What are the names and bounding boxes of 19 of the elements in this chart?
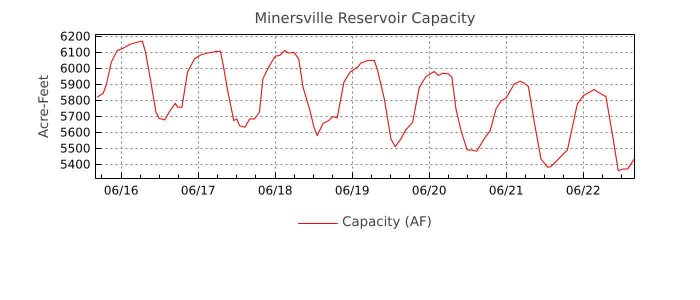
y-axis-title: Acre-Feet bbox=[36, 75, 52, 138]
x-tick-label: 06/16 bbox=[104, 184, 138, 198]
legend-label: Capacity (AF) bbox=[342, 215, 432, 230]
y-tick-label: 5800 bbox=[60, 94, 91, 108]
x-tick-label: 06/18 bbox=[258, 184, 292, 198]
y-tick-label: 5900 bbox=[60, 78, 91, 92]
y-tick-label: 6200 bbox=[60, 30, 91, 44]
y-tick-label: 5600 bbox=[60, 126, 91, 140]
y-tick-label: 5400 bbox=[60, 158, 91, 172]
x-tick-label: 06/20 bbox=[412, 184, 446, 198]
y-tick-label: 5700 bbox=[60, 110, 91, 124]
chart-title: Minersville Reservoir Capacity bbox=[254, 10, 476, 27]
y-tick-label: 6100 bbox=[60, 46, 91, 60]
x-tick-label: 06/17 bbox=[180, 184, 216, 198]
x-tick-label: 06/22 bbox=[566, 184, 600, 198]
y-tick-label: 6000 bbox=[60, 62, 91, 76]
x-tick-label: 06/21 bbox=[488, 184, 524, 198]
x-tick-label: 06/19 bbox=[334, 184, 370, 198]
y-tick-label: 5500 bbox=[60, 142, 91, 156]
